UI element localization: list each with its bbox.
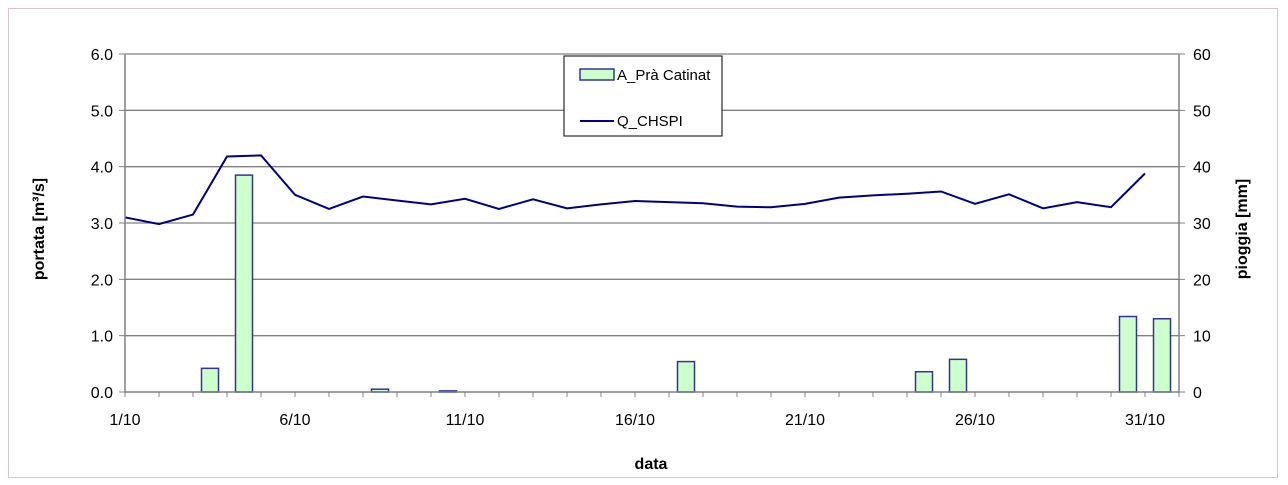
left-tick-label: 3.0 [91, 216, 113, 233]
right-tick-label: 60 [1193, 47, 1211, 64]
right-tick-label: 50 [1193, 103, 1211, 120]
right-tick-label: 0 [1193, 385, 1202, 402]
line-series [124, 154, 1146, 226]
rain-bar [914, 370, 934, 393]
rain-bar [1152, 318, 1172, 393]
left-axis-title: portata [m³/s] [31, 178, 48, 280]
x-tick-labels: 1/10 6/10 11/10 16/10 21/10 26/10 31/10 [109, 412, 1165, 429]
left-tick-label: 0.0 [91, 385, 113, 402]
right-tick-label: 10 [1193, 329, 1211, 346]
chart: 0.0 1.0 2.0 3.0 4.0 5.0 6.0 0 10 20 30 40 50 60 1/10… [31, 47, 1251, 473]
legend-bar-label: A_Prà Catinat [617, 67, 711, 84]
axes [119, 53, 1185, 397]
right-tick-labels: 0 10 20 30 40 50 60 [1193, 47, 1211, 402]
rain-bar [676, 360, 696, 393]
x-tick-label: 31/10 [1125, 412, 1165, 429]
left-tick-label: 6.0 [91, 47, 113, 64]
rain-bar [200, 367, 220, 393]
rain-bar [1118, 315, 1138, 393]
legend-line-label: Q_CHSPI [617, 113, 683, 130]
right-tick-label: 40 [1193, 160, 1211, 177]
left-tick-label: 1.0 [91, 329, 113, 346]
x-tick-label: 21/10 [785, 412, 825, 429]
right-tick-label: 30 [1193, 216, 1211, 233]
bar-series [200, 174, 1172, 393]
left-tick-label: 4.0 [91, 160, 113, 177]
rain-bar [234, 174, 254, 393]
left-tick-labels: 0.0 1.0 2.0 3.0 4.0 5.0 6.0 [91, 47, 113, 402]
x-axis-title: data [635, 456, 668, 473]
x-tick-label: 26/10 [955, 412, 995, 429]
x-tick-label: 1/10 [109, 412, 140, 429]
x-tick-label: 6/10 [279, 412, 310, 429]
right-axis-title: pioggia [mm] [1234, 179, 1251, 279]
right-tick-label: 20 [1193, 272, 1211, 289]
legend: A_Prà Catinat Q_CHSPI [563, 55, 723, 137]
chart-frame: 0.0 1.0 2.0 3.0 4.0 5.0 6.0 0 10 20 30 40 50 60 1/10… [8, 8, 1278, 478]
x-tick-label: 16/10 [615, 412, 655, 429]
left-tick-label: 2.0 [91, 272, 113, 289]
legend-bar-swatch [579, 68, 615, 81]
discharge-line [124, 154, 1146, 226]
x-tick-label: 11/10 [446, 412, 485, 429]
left-tick-label: 5.0 [91, 103, 113, 120]
rain-bar [948, 358, 968, 393]
